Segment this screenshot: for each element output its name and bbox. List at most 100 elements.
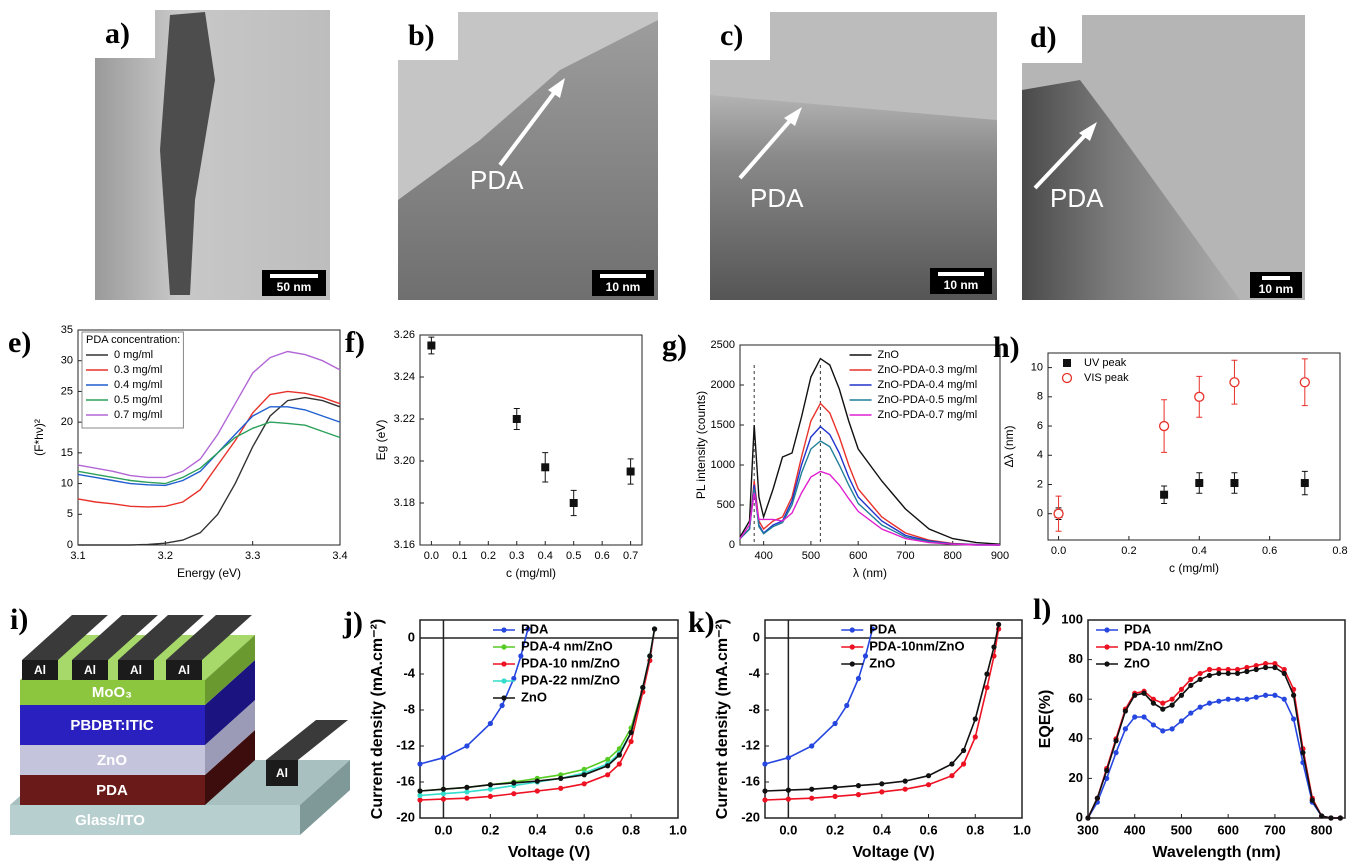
marker bbox=[1234, 666, 1241, 673]
marker bbox=[879, 789, 885, 795]
marker bbox=[1158, 420, 1170, 432]
y-tick-label: 10 bbox=[61, 477, 73, 489]
marker bbox=[487, 782, 493, 788]
marker bbox=[1122, 708, 1128, 714]
marker bbox=[1150, 722, 1157, 728]
series-line bbox=[77, 350, 341, 479]
arrow bbox=[738, 113, 797, 180]
y-tick-label: 8 bbox=[1037, 391, 1043, 403]
marker bbox=[762, 797, 768, 803]
marker bbox=[1188, 682, 1194, 688]
marker bbox=[534, 788, 540, 794]
marker bbox=[558, 785, 564, 791]
marker bbox=[1195, 479, 1204, 488]
legend-label: ZnO bbox=[869, 655, 895, 670]
marker bbox=[1194, 391, 1205, 402]
marker bbox=[925, 773, 932, 779]
layer-side bbox=[205, 660, 255, 745]
marker bbox=[1262, 664, 1269, 671]
y-tick-label: -16 bbox=[396, 773, 415, 788]
scale-label: 50 nm bbox=[277, 280, 312, 294]
marker bbox=[1244, 664, 1250, 671]
arrow bbox=[1033, 128, 1092, 190]
y-tick-label: -16 bbox=[741, 773, 760, 788]
x-tick-label: 700 bbox=[1264, 822, 1286, 837]
legend-box bbox=[81, 331, 184, 429]
marker bbox=[1132, 714, 1138, 720]
y-tick-label: 3.22 bbox=[394, 413, 415, 425]
y-tick-label: 0 bbox=[408, 629, 415, 644]
marker bbox=[1262, 692, 1269, 698]
marker bbox=[525, 626, 531, 632]
marker bbox=[499, 702, 505, 709]
chart: j) 0.0 0.2 0.4 0.6 0.8 1.0 -20 -16 -12 -8 -4 0 Voltag… bbox=[342, 606, 687, 861]
x-tick-label: 0.8 bbox=[966, 822, 984, 837]
legend-label: ZnO bbox=[521, 689, 547, 704]
tem-image-b: b) PDA 10 nm bbox=[398, 12, 658, 300]
marker bbox=[1169, 702, 1175, 708]
marker bbox=[1188, 676, 1194, 683]
marker bbox=[855, 783, 862, 789]
panel-label: g) bbox=[662, 329, 687, 362]
marker bbox=[1244, 696, 1250, 702]
marker bbox=[1160, 728, 1166, 734]
x-tick-label: 400 bbox=[1124, 822, 1146, 837]
electrode-label: Al bbox=[34, 663, 46, 677]
series-line bbox=[739, 425, 1001, 546]
marker bbox=[651, 626, 658, 632]
electrode-top bbox=[166, 615, 252, 660]
marker bbox=[809, 795, 815, 801]
marker bbox=[809, 743, 815, 749]
marker bbox=[1291, 716, 1297, 722]
marker bbox=[581, 766, 587, 773]
marker bbox=[440, 786, 447, 792]
scale-label: 10 nm bbox=[1259, 282, 1294, 296]
marker bbox=[1169, 726, 1175, 732]
y-axis-title: Eg (eV) bbox=[374, 420, 388, 461]
y-axis-title: Δλ (nm) bbox=[1002, 425, 1016, 467]
marker bbox=[869, 626, 876, 632]
marker bbox=[417, 792, 423, 799]
y-tick-label: 20 bbox=[1069, 770, 1083, 785]
y-tick-label: 4 bbox=[1037, 449, 1043, 461]
chart: f) 0.0 0.1 0.2 0.3 0.4 0.5 0.6 0.7 3.16 3.18 3.20 3.… bbox=[345, 326, 643, 580]
y-tick-label: -12 bbox=[396, 737, 415, 752]
marker bbox=[1234, 696, 1241, 702]
marker bbox=[605, 772, 611, 778]
x-tick-label: 3.2 bbox=[158, 550, 173, 562]
layer bbox=[20, 680, 205, 705]
marker bbox=[501, 695, 507, 701]
marker bbox=[949, 761, 955, 767]
scale-bar bbox=[270, 274, 318, 278]
y-tick-label: 1000 bbox=[711, 459, 735, 471]
marker bbox=[1160, 490, 1169, 499]
x-tick-label: 0.7 bbox=[623, 550, 638, 562]
marker bbox=[558, 775, 564, 782]
x-tick-label: 500 bbox=[1171, 822, 1193, 837]
marker bbox=[785, 796, 791, 802]
electrode bbox=[166, 660, 202, 680]
plot-frame bbox=[739, 344, 1001, 546]
x-tick-label: 800 bbox=[944, 550, 962, 562]
arrow bbox=[498, 83, 562, 167]
marker bbox=[1178, 692, 1185, 698]
marker bbox=[1197, 676, 1203, 683]
marker bbox=[960, 747, 967, 754]
marker bbox=[1253, 666, 1259, 673]
crystal bbox=[1022, 80, 1240, 300]
marker bbox=[616, 761, 622, 767]
panel-label: l) bbox=[1033, 593, 1051, 626]
legend-label: PDA-4 nm/ZnO bbox=[521, 638, 613, 653]
marker bbox=[849, 661, 855, 667]
marker bbox=[1216, 698, 1222, 704]
tem-image-c: c) PDA 10 nm bbox=[710, 12, 997, 300]
x-tick-label: 0.0 bbox=[424, 550, 439, 562]
x-tick-label: 0.2 bbox=[481, 550, 496, 562]
electrode-top bbox=[266, 720, 348, 760]
x-tick-label: 300 bbox=[1077, 822, 1099, 837]
plot-frame bbox=[764, 619, 1023, 819]
y-tick-label: -12 bbox=[741, 737, 760, 752]
x-tick-label: 0.8 bbox=[1332, 545, 1347, 557]
y-tick-label: 0 bbox=[1076, 809, 1083, 824]
marker bbox=[1094, 795, 1100, 801]
